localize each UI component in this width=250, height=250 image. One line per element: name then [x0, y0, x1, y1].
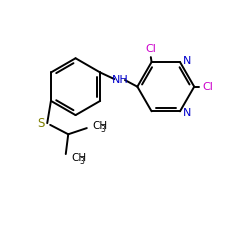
Text: Cl: Cl	[202, 82, 213, 92]
Text: 3: 3	[100, 125, 105, 134]
Text: 3: 3	[79, 157, 84, 166]
Text: CH: CH	[71, 154, 86, 164]
Text: Cl: Cl	[145, 44, 156, 54]
Text: N: N	[183, 108, 191, 118]
Text: NH: NH	[112, 74, 128, 85]
Text: N: N	[183, 56, 191, 66]
Text: CH: CH	[92, 121, 107, 131]
Text: S: S	[37, 117, 45, 130]
